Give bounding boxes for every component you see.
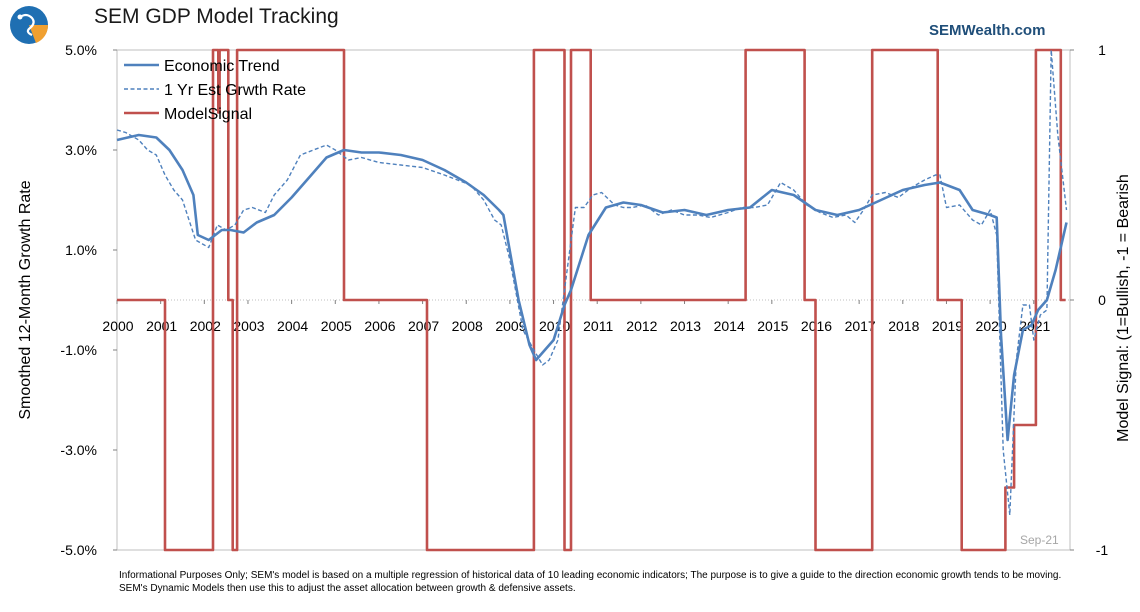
x-tick-label: 2006 xyxy=(364,318,395,334)
chart-title: SEM GDP Model Tracking xyxy=(94,5,339,28)
series-line-1-yr-est-grwth-rate xyxy=(116,49,1068,516)
x-tick-label: 2017 xyxy=(845,318,876,334)
y-tick-label: 1.0% xyxy=(65,242,97,258)
y2-tick-label: -1 xyxy=(1096,542,1109,558)
y2-axis-title: Model Signal: (1=Bullish, -1 = Bearish xyxy=(1115,174,1132,442)
x-tick-label: 2009 xyxy=(495,318,526,334)
x-tick-label: 2002 xyxy=(190,318,221,334)
y-tick-label: -3.0% xyxy=(60,442,97,458)
legend-label: Economic Trend xyxy=(164,58,280,75)
x-tick-label: 2003 xyxy=(233,318,264,334)
y-tick-label: 5.0% xyxy=(65,42,97,58)
y2-tick-label: 1 xyxy=(1098,42,1106,58)
brand-link[interactable]: SEMWealth.com xyxy=(929,22,1046,39)
x-tick-label: 2010 xyxy=(539,318,570,334)
x-tick-label: 2000 xyxy=(102,318,133,334)
date-stamp: Sep-21 xyxy=(1020,533,1059,547)
x-tick-label: 2004 xyxy=(277,318,308,334)
x-tick-label: 2020 xyxy=(976,318,1007,334)
x-tick-label: 2007 xyxy=(408,318,439,334)
y2-tick-label: 0 xyxy=(1098,292,1106,308)
legend-label: 1 Yr Est Grwth Rate xyxy=(164,82,306,99)
x-tick-label: 2001 xyxy=(146,318,177,334)
x-tick-label: 2008 xyxy=(452,318,483,334)
y-tick-label: -1.0% xyxy=(60,342,97,358)
sem-logo-icon xyxy=(6,4,52,46)
y-tick-label: 3.0% xyxy=(65,142,97,158)
y-tick-label: -5.0% xyxy=(60,542,97,558)
x-tick-label: 2015 xyxy=(757,318,788,334)
x-tick-label: 2018 xyxy=(888,318,919,334)
series-line-economic-trend xyxy=(116,133,1068,442)
x-tick-label: 2011 xyxy=(583,318,613,334)
x-tick-label: 2019 xyxy=(932,318,963,334)
x-tick-label: 2012 xyxy=(626,318,657,334)
series-line-modelsignal xyxy=(117,48,1066,552)
footnote: Informational Purposes Only; SEM's model… xyxy=(119,570,1062,594)
y-axis-title: Smoothed 12-Month Growth Rate xyxy=(17,180,34,419)
x-tick-label: 2014 xyxy=(714,318,745,334)
x-tick-label: 2013 xyxy=(670,318,701,334)
x-tick-label: 2005 xyxy=(321,318,352,334)
legend-label: ModelSignal xyxy=(164,106,252,123)
